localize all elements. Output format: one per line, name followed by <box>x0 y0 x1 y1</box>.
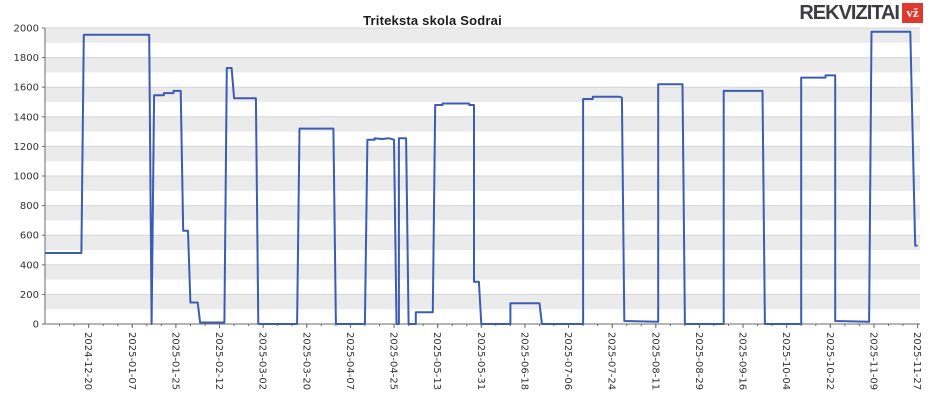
svg-text:2025-07-24: 2025-07-24 <box>606 332 617 390</box>
svg-text:2025-11-27: 2025-11-27 <box>911 332 922 390</box>
x-axis-labels: 2024-12-20 2025-01-07 2025-01-25 2025-02-12… <box>82 332 922 390</box>
svg-text:2025-03-02: 2025-03-02 <box>257 332 268 390</box>
svg-text:1000: 1000 <box>14 172 39 183</box>
svg-text:1200: 1200 <box>14 142 39 153</box>
y-axis-labels: 0 200 400 600 800 1000 1200 1400 1600 1800 2000 <box>14 24 39 331</box>
svg-text:2025-04-25: 2025-04-25 <box>388 332 399 390</box>
plot-stripes <box>45 28 920 310</box>
svg-text:400: 400 <box>20 260 39 271</box>
svg-text:2025-01-07: 2025-01-07 <box>126 332 137 390</box>
svg-text:2025-11-09: 2025-11-09 <box>867 332 878 390</box>
svg-text:2000: 2000 <box>14 24 39 35</box>
rekvizitai-logo-text: REKVIZITAI <box>799 2 900 24</box>
chart-title: Triteksta skola Sodrai <box>363 13 502 28</box>
svg-text:2025-05-13: 2025-05-13 <box>431 332 442 390</box>
vz-logo-badge: vž <box>902 3 923 23</box>
svg-text:2025-04-07: 2025-04-07 <box>344 332 355 390</box>
svg-text:2025-10-04: 2025-10-04 <box>780 332 791 390</box>
svg-text:2025-05-31: 2025-05-31 <box>475 332 486 390</box>
svg-text:2025-07-06: 2025-07-06 <box>562 332 573 390</box>
gridlines <box>45 27 920 295</box>
rekvizitai-logo: REKVIZITAI vž <box>799 3 923 23</box>
svg-text:2025-03-20: 2025-03-20 <box>300 332 311 390</box>
svg-text:2024-12-20: 2024-12-20 <box>82 332 93 390</box>
svg-text:200: 200 <box>20 290 39 301</box>
svg-text:1800: 1800 <box>14 53 39 64</box>
svg-text:1400: 1400 <box>14 112 39 123</box>
svg-text:0: 0 <box>33 320 39 331</box>
svg-text:2025-10-22: 2025-10-22 <box>824 332 835 390</box>
series-line <box>45 30 918 325</box>
svg-text:2025-08-29: 2025-08-29 <box>693 332 704 390</box>
svg-text:800: 800 <box>20 201 39 212</box>
svg-text:2025-01-25: 2025-01-25 <box>169 332 180 390</box>
svg-text:2025-06-18: 2025-06-18 <box>518 332 529 390</box>
svg-text:1600: 1600 <box>14 83 39 94</box>
svg-text:2025-02-12: 2025-02-12 <box>213 332 224 390</box>
svg-text:600: 600 <box>20 231 39 242</box>
svg-text:2025-08-11: 2025-08-11 <box>649 332 660 390</box>
svg-text:2025-09-16: 2025-09-16 <box>737 332 748 390</box>
